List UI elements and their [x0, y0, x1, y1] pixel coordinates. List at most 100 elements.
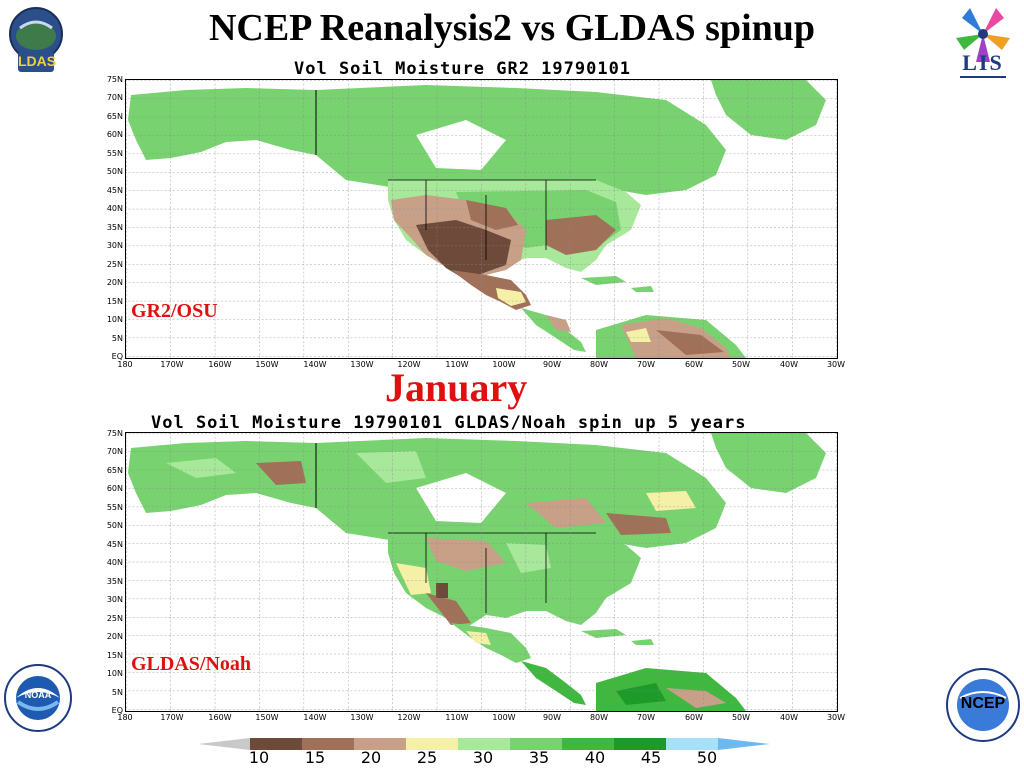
colorbar-swatch — [302, 738, 355, 750]
page-title: NCEP Reanalysis2 vs GLDAS spinup — [208, 7, 816, 49]
lon-tick-label: 40W — [779, 713, 799, 722]
lat-tick-label: 40N — [106, 204, 123, 213]
colorbar-swatch — [718, 738, 770, 750]
lon-tick-label: 80W — [589, 360, 609, 369]
lon-tick-label: 120W — [397, 713, 421, 722]
lon-tick-label: 100W — [492, 360, 516, 369]
colorbar-swatch — [354, 738, 407, 750]
colorbar-tick-label: 50 — [696, 748, 718, 767]
map-top — [125, 79, 838, 359]
lat-tick-label: 65N — [106, 466, 123, 475]
lon-tick-label: 160W — [208, 360, 232, 369]
lon-tick-label: 30W — [826, 713, 846, 722]
lon-tick-label: 140W — [303, 713, 327, 722]
map-top-label: GR2/OSU — [131, 300, 218, 322]
lat-tick-label: 45N — [106, 540, 123, 549]
lat-tick-label: 75N — [106, 429, 123, 438]
colorbar-swatch — [510, 738, 563, 750]
map-top-title: Vol Soil Moisture GR2 19790101 — [294, 59, 632, 79]
lon-tick-label: 150W — [255, 713, 279, 722]
colorbar-swatch — [614, 738, 667, 750]
colorbar-tick-label: 40 — [584, 748, 606, 767]
lon-tick-label: 160W — [208, 713, 232, 722]
lon-tick-label: 90W — [542, 713, 562, 722]
lis-logo: LIS — [952, 4, 1014, 82]
lon-tick-label: 110W — [445, 360, 469, 369]
colorbar-swatch — [406, 738, 459, 750]
lon-tick-label: 120W — [397, 360, 421, 369]
ldas-logo-text: LDAS — [18, 53, 57, 69]
lat-tick-label: 10N — [106, 315, 123, 324]
lon-tick-label: 80W — [589, 713, 609, 722]
colorbar — [198, 737, 770, 750]
map-bottom-title: Vol Soil Moisture 19790101 GLDAS/Noah sp… — [151, 413, 747, 433]
lat-tick-label: 75N — [106, 75, 123, 84]
lat-tick-label: 20N — [106, 278, 123, 287]
lat-tick-label: EQ — [111, 352, 123, 361]
lat-tick-label: 5N — [111, 334, 123, 343]
colorbar-tick-label: 45 — [640, 748, 662, 767]
lon-tick-label: 140W — [303, 360, 327, 369]
colorbar-tick-label: 10 — [248, 748, 270, 767]
lat-tick-label: 5N — [111, 688, 123, 697]
lat-tick-label: 60N — [106, 484, 123, 493]
lat-tick-label: 30N — [106, 241, 123, 250]
lat-tick-label: 25N — [106, 260, 123, 269]
lat-tick-label: 60N — [106, 130, 123, 139]
colorbar-swatch — [198, 738, 250, 750]
colorbar-swatch — [458, 738, 511, 750]
lon-tick-label: 90W — [542, 360, 562, 369]
map-bottom — [125, 432, 838, 712]
lat-tick-label: 70N — [106, 447, 123, 456]
lat-tick-label: 55N — [106, 503, 123, 512]
ldas-logo: LDAS — [6, 4, 66, 78]
lat-tick-label: 10N — [106, 669, 123, 678]
lon-tick-label: 180 — [117, 360, 133, 369]
lat-tick-label: 70N — [106, 93, 123, 102]
colorbar-tick-label: 15 — [304, 748, 326, 767]
colorbar-swatch — [250, 738, 303, 750]
lon-tick-label: 130W — [350, 713, 374, 722]
noaa-logo: NOAA — [4, 664, 72, 732]
lat-tick-label: 50N — [106, 167, 123, 176]
map-top-svg — [126, 80, 837, 358]
colorbar-tick-label: 35 — [528, 748, 550, 767]
lon-tick-label: 180 — [117, 713, 133, 722]
colorbar-swatch — [562, 738, 615, 750]
lat-tick-label: 35N — [106, 577, 123, 586]
lis-logo-text: LIS — [962, 50, 1004, 75]
lat-tick-label: 25N — [106, 614, 123, 623]
lon-tick-label: 60W — [684, 360, 704, 369]
lon-tick-label: 40W — [779, 360, 799, 369]
lon-tick-label: 110W — [445, 713, 469, 722]
lat-tick-label: 55N — [106, 149, 123, 158]
map-bottom-label: GLDAS/Noah — [131, 653, 252, 675]
lon-tick-label: 130W — [350, 360, 374, 369]
lat-tick-label: 15N — [106, 651, 123, 660]
lis-logo-underline — [960, 76, 1006, 78]
map-bottom-svg — [126, 433, 837, 711]
noaa-logo-text: NOAA — [24, 690, 52, 700]
lon-tick-label: 30W — [826, 360, 846, 369]
colorbar-swatch — [666, 738, 719, 750]
lat-tick-label: 35N — [106, 223, 123, 232]
period-label: January — [385, 365, 528, 410]
ncep-logo-text: NCEP — [960, 695, 1006, 712]
lon-tick-label: 100W — [492, 713, 516, 722]
colorbar-tick-label: 20 — [360, 748, 382, 767]
lat-tick-label: 30N — [106, 595, 123, 604]
lon-tick-label: 170W — [160, 360, 184, 369]
colorbar-tick-label: 30 — [472, 748, 494, 767]
lat-tick-label: EQ — [111, 706, 123, 715]
colorbar-svg — [198, 738, 770, 750]
lat-tick-label: 15N — [106, 297, 123, 306]
lon-tick-label: 150W — [255, 360, 279, 369]
lon-tick-label: 70W — [636, 713, 656, 722]
ncep-logo: NCEP — [946, 668, 1020, 742]
lat-tick-label: 40N — [106, 558, 123, 567]
lon-tick-label: 50W — [731, 713, 751, 722]
lon-tick-label: 60W — [684, 713, 704, 722]
lon-tick-label: 50W — [731, 360, 751, 369]
lat-tick-label: 65N — [106, 112, 123, 121]
lat-tick-label: 50N — [106, 521, 123, 530]
